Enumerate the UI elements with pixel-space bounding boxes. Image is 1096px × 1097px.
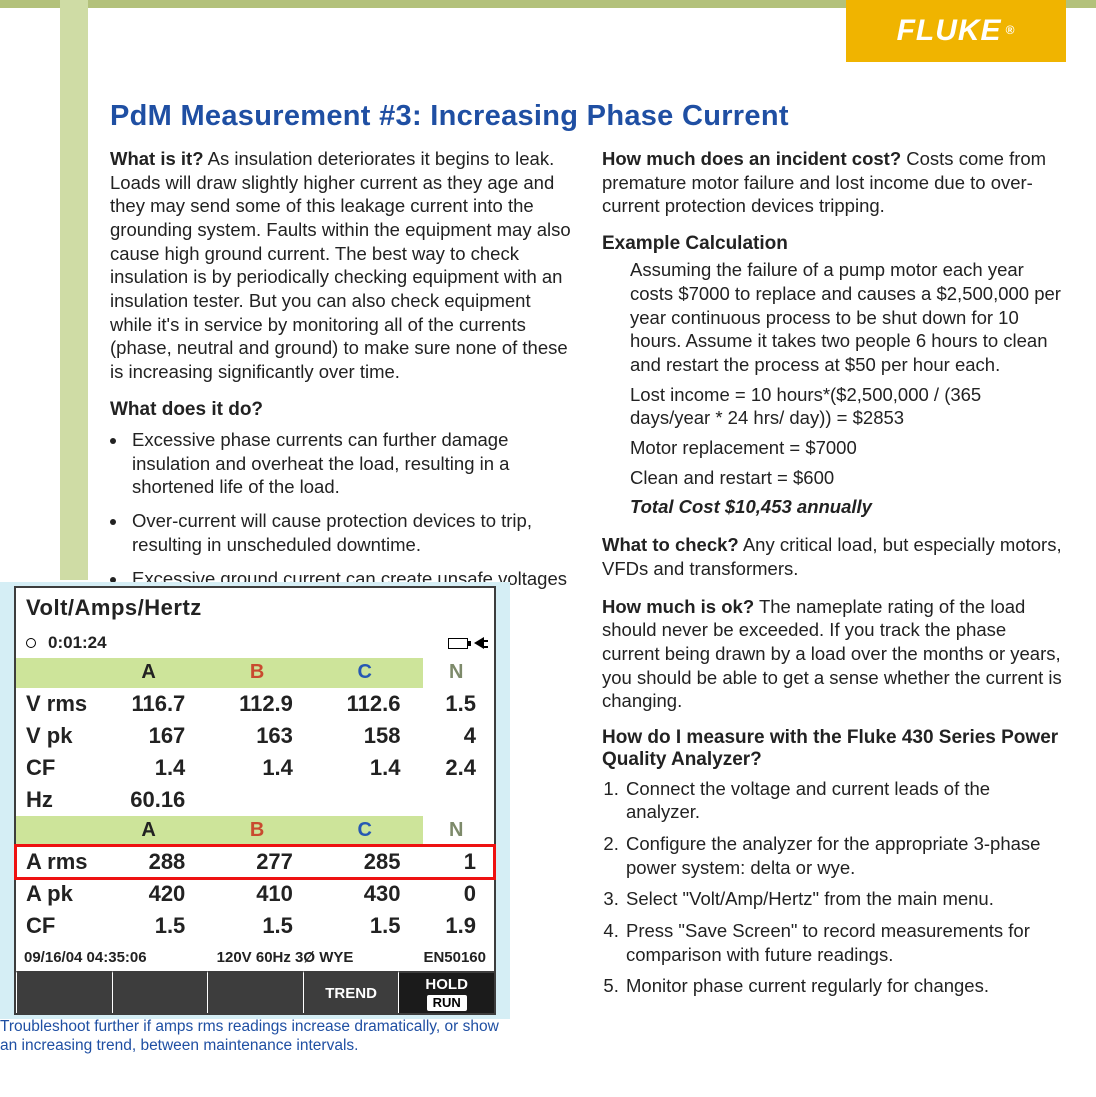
how-measure-heading: How do I measure with the Fluke 430 Seri… — [602, 727, 1066, 771]
col-header: N — [419, 658, 494, 688]
meter-title: Volt/Amps/Hertz — [16, 588, 494, 632]
table-header-row: A B C N — [16, 816, 494, 846]
page-title: PdM Measurement #3: Increasing Phase Cur… — [110, 98, 1066, 135]
col-header: C — [311, 658, 419, 688]
what-does-it-do-heading: What does it do? — [110, 398, 574, 422]
bullet-item: Over-current will cause protection devic… — [128, 509, 574, 556]
softkey-blank[interactable] — [207, 971, 303, 1013]
table-row: V pk1671631584 — [16, 720, 494, 752]
meter-screen: Volt/Amps/Hertz 0:01:24 A B C N V rms116… — [14, 586, 496, 1015]
meter-screenshot-panel: Volt/Amps/Hertz 0:01:24 A B C N V rms116… — [0, 582, 510, 1019]
softkey-hold-run[interactable]: HOLD RUN — [398, 971, 494, 1013]
incident-cost-paragraph: How much does an incident cost? Costs co… — [602, 147, 1066, 218]
right-column: How much does an incident cost? Costs co… — [602, 147, 1066, 1012]
elapsed-time: 0:01:24 — [48, 632, 107, 654]
table-row: A pk4204104300 — [16, 878, 494, 910]
recording-dot-icon — [26, 638, 36, 648]
table-row-highlighted: A rms2882772851 — [16, 846, 494, 878]
what-to-check-paragraph: What to check? Any critical load, but es… — [602, 533, 1066, 580]
total-cost-line: Total Cost $10,453 annually — [630, 495, 1066, 519]
calc-line: Motor replacement = $7000 — [630, 436, 1066, 460]
col-header: A — [94, 658, 203, 688]
calc-line: Lost income = 10 hours*($2,500,000 / (36… — [630, 383, 1066, 430]
step-item: Monitor phase current regularly for chan… — [624, 974, 1066, 998]
table-row: CF1.41.41.42.4 — [16, 752, 494, 784]
what-to-check-label: What to check? — [602, 534, 739, 555]
power-plug-icon — [474, 637, 484, 649]
step-item: Press "Save Screen" to record measuremen… — [624, 919, 1066, 966]
softkey-bar: TREND HOLD RUN — [16, 971, 494, 1013]
what-is-it-label: What is it? — [110, 148, 204, 169]
calc-line: Clean and restart = $600 — [630, 466, 1066, 490]
how-much-ok-label: How much is ok? — [602, 596, 754, 617]
how-much-ok-paragraph: How much is ok? The nameplate rating of … — [602, 595, 1066, 713]
table-row: CF1.51.51.51.9 — [16, 910, 494, 942]
measure-steps-list: Connect the voltage and current leads of… — [624, 777, 1066, 998]
what-is-it-paragraph: What is it? As insulation deteriorates i… — [110, 147, 574, 384]
col-header: N — [419, 816, 494, 846]
table-row: Hz60.16 — [16, 784, 494, 816]
table-row: V rms116.7112.9112.61.5 — [16, 688, 494, 720]
meter-footer: 09/16/04 04:35:06 120V 60Hz 3Ø WYE EN501… — [16, 942, 494, 971]
col-header: C — [311, 816, 419, 846]
meter-config: 120V 60Hz 3Ø WYE — [217, 948, 354, 967]
battery-icon — [448, 638, 468, 649]
meter-datetime: 09/16/04 04:35:06 — [24, 948, 147, 967]
step-item: Configure the analyzer for the appropria… — [624, 832, 1066, 879]
softkey-trend[interactable]: TREND — [303, 971, 399, 1013]
table-header-row: A B C N — [16, 658, 494, 688]
softkey-blank[interactable] — [112, 971, 208, 1013]
incident-cost-label: How much does an incident cost? — [602, 148, 901, 169]
what-is-it-text: As insulation deteriorates it begins to … — [110, 148, 571, 382]
example-calc-body: Assuming the failure of a pump motor eac… — [630, 258, 1066, 376]
volt-table: A B C N V rms116.7112.9112.61.5 V pk1671… — [16, 658, 494, 942]
softkey-blank[interactable] — [16, 971, 112, 1013]
meter-status-bar: 0:01:24 — [16, 632, 494, 658]
step-item: Select "Volt/Amp/Hertz" from the main me… — [624, 887, 1066, 911]
step-item: Connect the voltage and current leads of… — [624, 777, 1066, 824]
col-header: B — [203, 816, 311, 846]
example-calc-heading: Example Calculation — [602, 232, 1066, 256]
bullet-item: Excessive phase currents can further dam… — [128, 428, 574, 499]
col-header: A — [94, 816, 203, 846]
meter-standard: EN50160 — [423, 948, 486, 967]
col-header: B — [203, 658, 311, 688]
figure-caption: Troubleshoot further if amps rms reading… — [0, 1018, 500, 1055]
